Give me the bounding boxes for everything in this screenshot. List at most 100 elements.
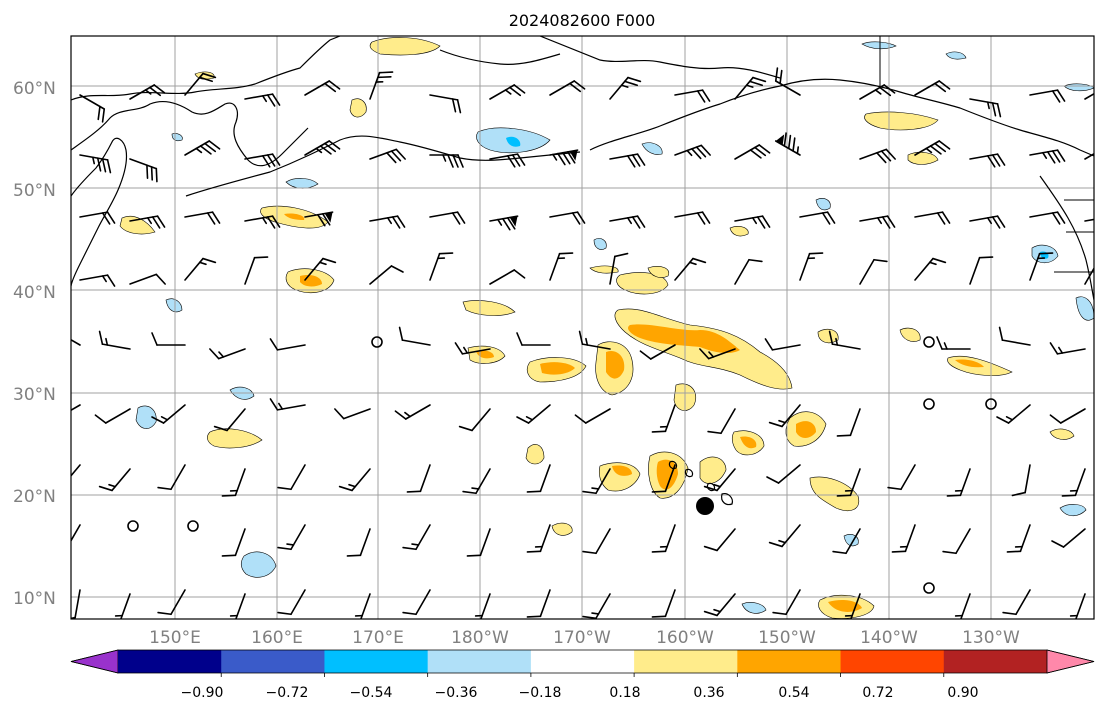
wind-barb (1084, 258, 1094, 285)
wind-barb (1011, 464, 1031, 497)
anomaly-blob (864, 111, 939, 131)
wind-barb (277, 524, 306, 551)
wind-barb (489, 84, 526, 100)
kamchatka-coast (71, 137, 128, 287)
anomaly-blob (284, 213, 305, 220)
colorbar-tick-label: −0.54 (350, 685, 393, 701)
wind-barb (369, 265, 404, 285)
wind-barb (1029, 211, 1066, 225)
oahu-island (684, 468, 694, 478)
wind-barb (651, 589, 676, 618)
anomaly-blob (955, 359, 984, 368)
calm-circle (985, 398, 997, 410)
figure-title: 2024082600 F000 (509, 11, 656, 30)
anomaly-blob (741, 602, 767, 614)
wind-barb (859, 148, 896, 164)
storm-center-marker (696, 497, 714, 515)
anomaly-blob (589, 265, 619, 274)
wind-barb (429, 154, 464, 168)
wind-barb (942, 528, 971, 555)
lat-label: 60°N (13, 79, 56, 99)
wind-barb (151, 404, 186, 424)
colorbar-segment (221, 650, 325, 673)
wind-barb (836, 468, 861, 497)
wind-barb (549, 80, 586, 96)
yukon-coast (539, 36, 781, 79)
wind-barb (1029, 252, 1054, 281)
anomaly-blob (809, 476, 860, 511)
lat-label: 10°N (13, 589, 56, 609)
wind-barb (244, 215, 281, 229)
wind-barb (1084, 215, 1094, 222)
anomaly-blob (506, 136, 521, 147)
graticule (71, 36, 1094, 619)
wind-barb (429, 252, 454, 281)
wind-barb (674, 257, 707, 281)
colorbar-tick-label: 0.36 (693, 685, 724, 701)
anomaly-blob (1075, 296, 1094, 321)
colorbar-segment (530, 650, 635, 673)
anomaly-blob (699, 456, 727, 484)
wind-barb (369, 71, 394, 100)
wind-barb (526, 524, 551, 553)
map-layers (71, 36, 1094, 619)
anomaly-blob (641, 142, 663, 155)
wind-barb (707, 408, 736, 435)
wind-barb (369, 148, 406, 164)
british-columbia-coast (1039, 175, 1094, 301)
wind-barb (703, 593, 736, 617)
wind-barb (639, 344, 676, 360)
wind-barb (94, 408, 131, 424)
wind-barb (79, 274, 116, 287)
wind-barb (277, 589, 306, 616)
anomaly-blob (349, 98, 367, 118)
calm-markers (127, 336, 997, 594)
colorbar-segment (118, 650, 222, 673)
lat-label: 40°N (13, 283, 56, 303)
wind-barb (774, 132, 801, 156)
wind-barb (998, 326, 1031, 346)
wind-barb (1029, 89, 1066, 103)
wind-barb (582, 593, 611, 619)
wind-barb (304, 140, 341, 156)
wind-barb (184, 72, 217, 96)
wind-barb (398, 326, 431, 346)
wind-barbs (71, 67, 1094, 619)
anomaly-blob (729, 226, 749, 237)
anomaly-blob (525, 444, 545, 465)
wind-barb (766, 464, 801, 484)
wind-barb (406, 464, 431, 493)
anomaly-blob (796, 421, 816, 438)
colorbar-tick-label: 0.72 (862, 685, 893, 701)
colorbar-extend-min (70, 649, 119, 674)
wind-barb (954, 593, 971, 619)
anomaly-blob (551, 522, 573, 536)
colorbar-tick-label: −0.72 (266, 685, 309, 701)
wind-barb (338, 468, 371, 492)
wind-barb (129, 84, 166, 100)
wind-barb (213, 408, 246, 432)
wind-barb (454, 342, 491, 355)
colorbar-tick-label: 0.18 (609, 685, 640, 701)
wind-barb (768, 404, 801, 428)
wind-barb (462, 468, 491, 495)
anomaly-blob (1049, 428, 1075, 440)
wind-barb (914, 211, 951, 225)
wind-barb (609, 76, 642, 100)
lon-label: 170°E (352, 628, 404, 648)
wind-barb (651, 464, 676, 493)
wind-barb (887, 464, 916, 491)
wind-barb (936, 336, 971, 350)
wind-barb (734, 258, 763, 285)
anomaly-blob (119, 215, 156, 235)
longitude-labels: 150°E 160°E 170°E 180°W 170°W 160°W 150°… (149, 628, 1020, 648)
wind-barb (516, 404, 551, 424)
wind-barb (832, 528, 861, 555)
calm-circle (923, 336, 935, 348)
wind-barb (799, 211, 836, 225)
wind-barb (609, 153, 646, 168)
wind-barb (221, 528, 246, 557)
wind-barb (549, 252, 574, 281)
wind-barb (304, 257, 337, 281)
anomaly-blob (1059, 504, 1087, 517)
